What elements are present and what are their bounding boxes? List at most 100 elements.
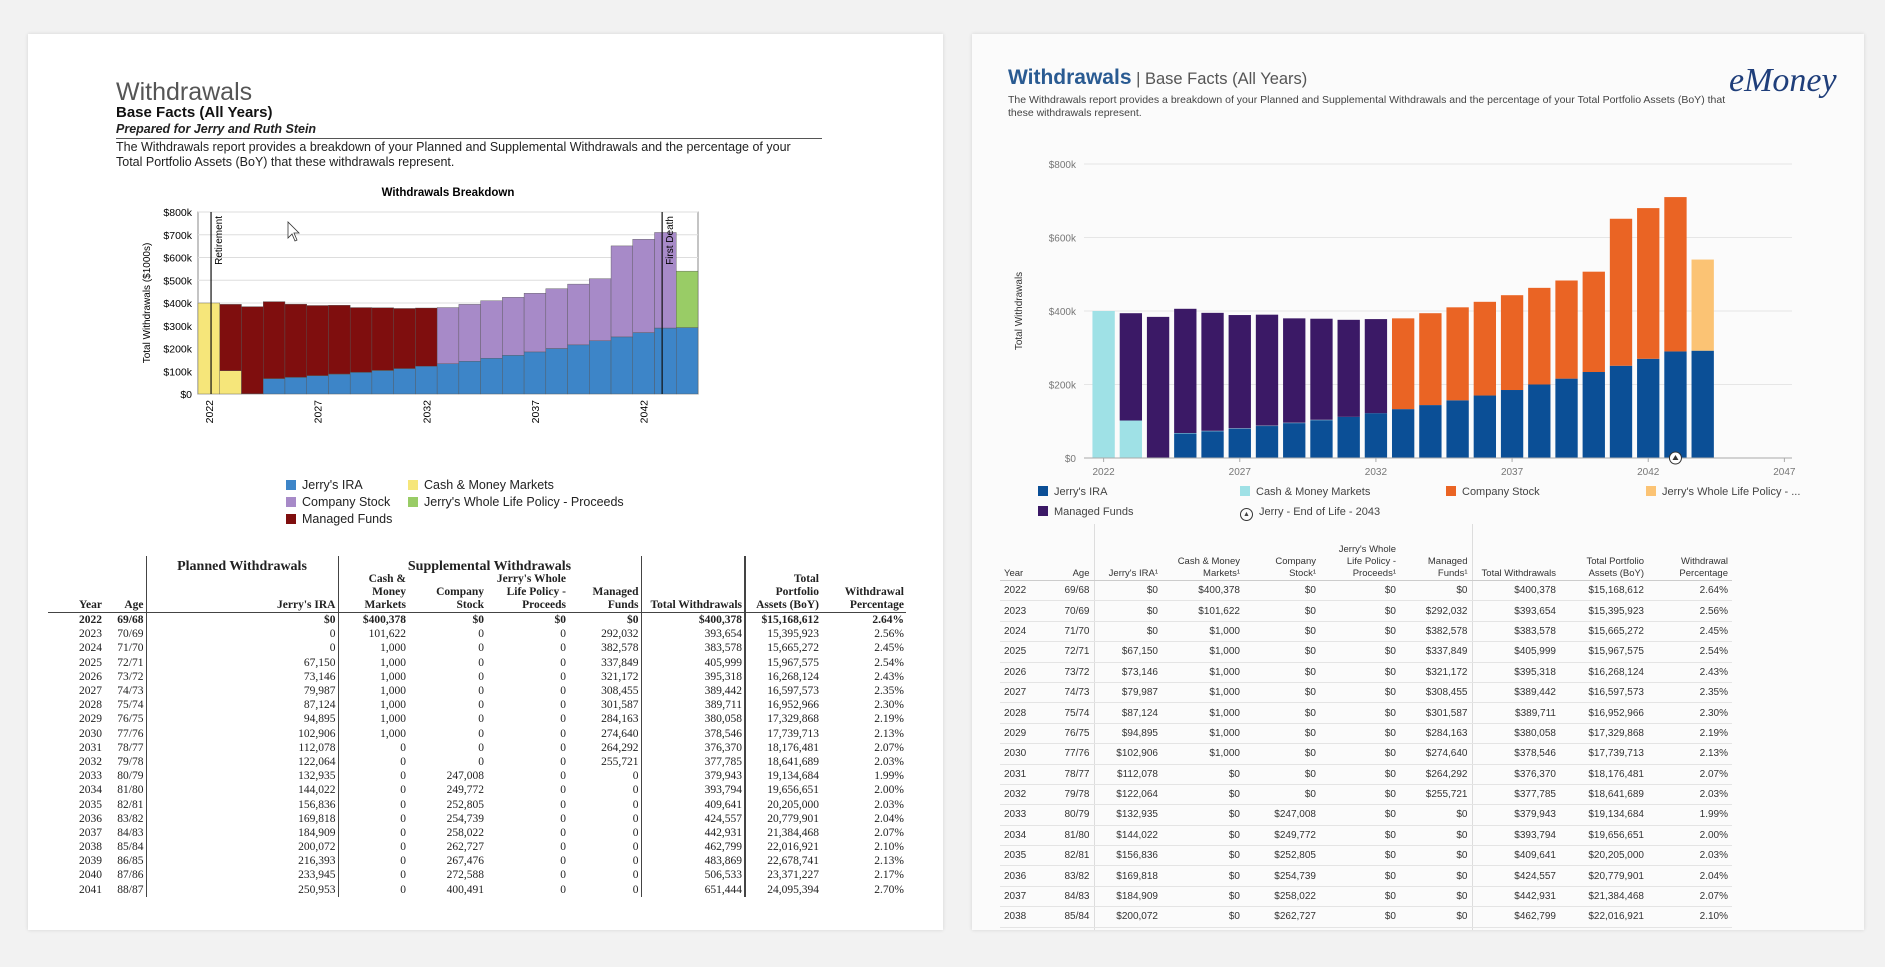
table-cell: $0 xyxy=(1400,906,1472,928)
table-cell: 0 xyxy=(478,685,484,698)
col-header-9: Withdrawal Percentage xyxy=(821,573,906,613)
col-header-8: Total Portfolio Assets (BoY) xyxy=(1560,524,1648,581)
table-cell: 2.03% xyxy=(1648,784,1732,806)
legend-item[interactable]: Cash & Money Markets xyxy=(1240,486,1370,498)
table-row: 2037 84/83 184,909 0 258,022 0 0 442,931 21,384,… xyxy=(48,825,906,840)
table-row: 2037 84/83 $184,909 $0 $258,022 $0 $0 $442,931 $… xyxy=(1000,886,1732,908)
bar-segment xyxy=(219,304,242,371)
table-row: 2035 82/81 $156,836 $0 $252,805 $0 $0 $409,641 $… xyxy=(1000,845,1732,867)
table-cell: $0 xyxy=(1162,764,1244,785)
table-cell: 2.13% xyxy=(874,727,904,740)
table-cell: $0 xyxy=(1244,743,1320,765)
table-cell: 2.07% xyxy=(874,741,904,754)
col-header-0: Year xyxy=(48,573,104,613)
table-cell: $249,772 xyxy=(1244,825,1320,847)
legend-item[interactable]: Jerry's IRA xyxy=(1038,486,1107,498)
y-tick-label: $200k xyxy=(163,344,192,356)
table-cell: $17,739,713 xyxy=(1560,743,1648,765)
legend-item[interactable]: Managed Funds xyxy=(1038,506,1134,518)
table-cell: 2.17% xyxy=(874,869,904,882)
table-cell: 2.43% xyxy=(874,670,904,683)
x-tick-label: 2037 xyxy=(1501,467,1524,478)
table-cell: $0 xyxy=(1400,886,1472,908)
table-cell: 216,393 xyxy=(145,854,338,869)
table-cell: 2.30% xyxy=(874,699,904,712)
page-subtitle: Base Facts (All Years) xyxy=(116,104,273,121)
table-cell: 254,739 xyxy=(446,812,484,825)
table-cell: 506,533 xyxy=(640,868,745,883)
table-cell: 75/74 xyxy=(1048,702,1094,724)
table-cell: $184,909 xyxy=(1093,886,1162,908)
table-cell: $405,999 xyxy=(1471,641,1560,663)
table-cell: $21,384,468 xyxy=(1560,886,1648,908)
table-cell: 2035 xyxy=(79,798,102,811)
legend-item[interactable]: Cash & Money Markets xyxy=(408,478,554,492)
table-cell: 389,442 xyxy=(640,683,745,699)
table-cell: $216,393 xyxy=(1093,927,1162,930)
table-cell: 84/83 xyxy=(1048,886,1094,908)
table-cell: 2.10% xyxy=(874,841,904,854)
bar-segment xyxy=(371,370,394,395)
table-cell: 2.19% xyxy=(874,713,904,726)
table-row: 2030 77/76 $102,906 $1,000 $0 $0 $274,640 $378,… xyxy=(1000,743,1732,765)
table-cell: $0 xyxy=(1244,682,1320,704)
page-subtitle: Base Facts (All Years) xyxy=(1144,70,1308,88)
table-cell: 2.19% xyxy=(1648,723,1732,745)
table-row: 2026 73/72 73,146 1,000 0 0 321,172 395,318 16,2… xyxy=(48,669,906,684)
col-header-2: Jerry's IRA¹ xyxy=(1093,524,1162,581)
bar-segment xyxy=(1228,428,1251,458)
table-cell: $0 xyxy=(1320,906,1400,928)
table-cell: $0 xyxy=(1320,580,1400,602)
table-cell: 82/81 xyxy=(1048,845,1094,867)
table-cell: $79,987 xyxy=(1093,682,1162,704)
table-cell: 2025 xyxy=(1000,641,1048,663)
bar-segment xyxy=(415,307,438,367)
bar-segment xyxy=(436,307,460,364)
bar-segment xyxy=(458,304,481,362)
bar-segment xyxy=(1446,400,1469,458)
table-cell: 0 xyxy=(478,656,484,669)
withdrawals-breakdown-chart: Withdrawals Breakdown $0 $100k $200k $300k $4… xyxy=(142,187,699,423)
table-cell: 2.35% xyxy=(874,685,904,698)
legend-item[interactable]: Jerry's Whole Life Policy - ... xyxy=(1646,486,1800,498)
table-cell: 73,146 xyxy=(145,669,338,684)
table-cell: $0 xyxy=(1320,723,1400,745)
table-cell: 20,205,000 xyxy=(744,797,821,812)
table-cell: $442,931 xyxy=(1471,886,1560,908)
legend-item[interactable]: Managed Funds xyxy=(286,512,392,526)
table-cell: 16,268,124 xyxy=(744,669,821,684)
legend-label: Managed Funds xyxy=(1054,506,1134,518)
legend-item[interactable]: ▲ Jerry - End of Life - 2043 xyxy=(1240,506,1380,521)
legend-item[interactable]: Jerry's IRA xyxy=(286,478,363,492)
table-cell: $16,952,966 xyxy=(1560,702,1648,724)
table-cell: 2.45% xyxy=(874,642,904,655)
table-cell: 383,578 xyxy=(640,641,745,656)
table-cell: 0 xyxy=(560,628,566,641)
bar-segment xyxy=(393,308,416,369)
table-cell: 101,622 xyxy=(337,627,408,642)
bar-segment xyxy=(1664,351,1687,458)
legend-item[interactable]: Company Stock xyxy=(1446,486,1540,498)
bar-segment xyxy=(1391,318,1415,410)
table-cell: 16,952,966 xyxy=(744,698,821,713)
table-row: 2029 76/75 $94,895 $1,000 $0 $0 $284,163 $380,0… xyxy=(1000,723,1732,745)
bar-segment xyxy=(197,302,220,395)
table-row: 2032 79/78 $122,064 $0 $0 $0 $255,721 $377,785 $… xyxy=(1000,784,1732,806)
legend-item[interactable]: Jerry's Whole Life Policy - Proceeds xyxy=(408,495,624,509)
bar-segment xyxy=(1582,271,1605,373)
table-cell: $0 xyxy=(1162,784,1244,806)
table-cell: 2026 xyxy=(79,670,102,683)
legend-label: Managed Funds xyxy=(302,512,393,526)
col-header-9: Withdrawal Percentage xyxy=(1648,524,1732,581)
table-cell: 382,578 xyxy=(601,642,639,655)
table-cell: 2.64% xyxy=(1648,580,1732,602)
table-row: 2038 85/84 $200,072 $0 $262,727 $0 $0 $462,799 $… xyxy=(1000,906,1732,928)
bar-segment xyxy=(654,327,677,395)
table-cell: 22,678,741 xyxy=(744,854,821,869)
y-axis-label: Total Withdrawals ($1000s) xyxy=(142,243,153,364)
bar-segment xyxy=(567,283,590,346)
table-cell: 17,329,868 xyxy=(744,712,821,727)
legend-item[interactable]: Company Stock xyxy=(286,495,390,509)
table-cell: $308,455 xyxy=(1400,682,1472,704)
col-header-8: Total Portfolio Assets (BoY) xyxy=(744,573,821,613)
